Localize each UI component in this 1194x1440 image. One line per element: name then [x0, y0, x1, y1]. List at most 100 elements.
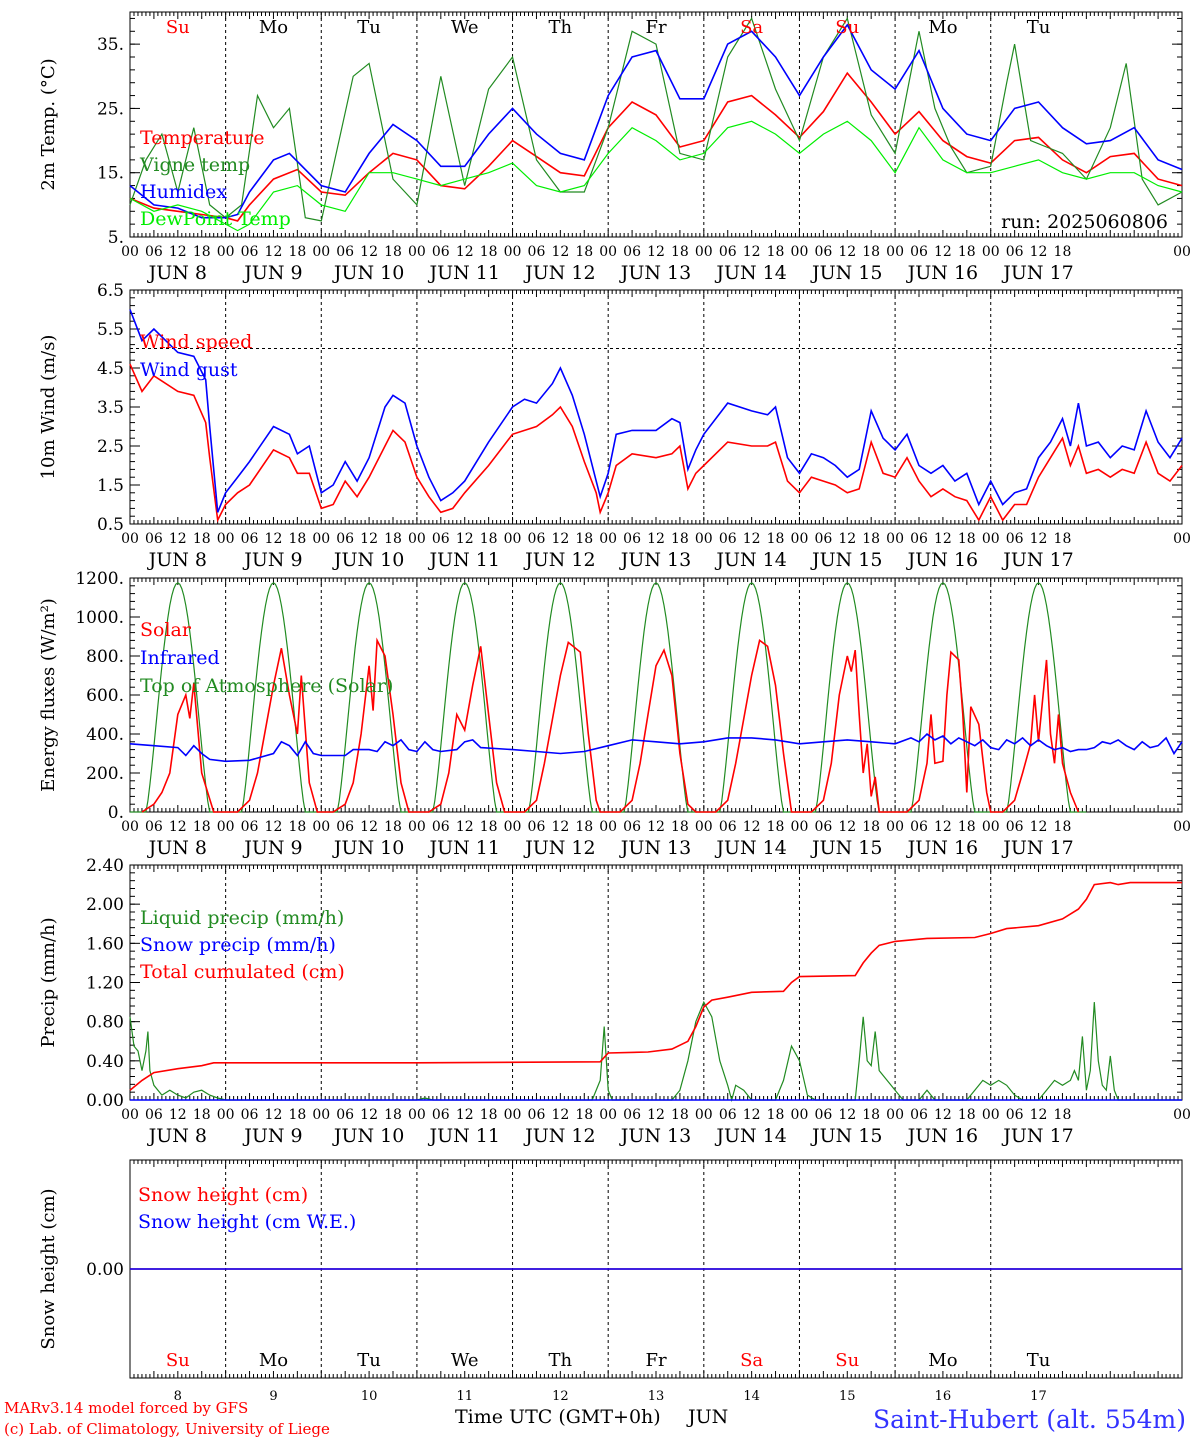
hour-label: 12 — [647, 531, 665, 547]
hour-label: 06 — [432, 244, 450, 260]
legend-entry: Infrared — [140, 647, 220, 669]
hour-label: 00 — [504, 819, 522, 835]
hour-label: 18 — [862, 1107, 880, 1123]
hour-label: 06 — [814, 1107, 832, 1123]
day-of-week-label: Tu — [1027, 1350, 1051, 1371]
hour-label: 00 — [217, 1107, 235, 1123]
legend-entry: Humidex — [140, 181, 227, 203]
y-tick-label: 1000. — [75, 608, 124, 628]
date-number-label: 17 — [1030, 1389, 1047, 1404]
hour-label: 12 — [743, 819, 761, 835]
day-of-week-label: We — [451, 1350, 479, 1371]
hour-label: 12 — [551, 1107, 569, 1123]
series-temperature — [129, 71, 1183, 222]
legend-entry: Snow precip (mm/h) — [140, 934, 336, 956]
hour-label: 00 — [121, 1107, 139, 1123]
hour-label: 18 — [480, 819, 498, 835]
hour-label: 00 — [217, 819, 235, 835]
hour-label: 06 — [623, 244, 641, 260]
hour-label: 00 — [791, 531, 809, 547]
hour-label: 12 — [169, 1107, 187, 1123]
date-label: JUN 8 — [147, 549, 207, 571]
hour-label: 18 — [193, 531, 211, 547]
date-number-label: 9 — [269, 1389, 277, 1404]
hour-label: 06 — [145, 244, 163, 260]
hour-label: 00 — [886, 244, 904, 260]
hour-label: 18 — [671, 819, 689, 835]
date-label: JUN 17 — [1001, 549, 1073, 571]
hour-label: 00 — [695, 1107, 713, 1123]
hour-label: 00 — [217, 244, 235, 260]
panel-wind: 0.5 1.5 2.5 3.5 4.5 5.5 6.5 10m Wind (m/s) Wind … — [38, 281, 1191, 571]
hour-label: 00 — [695, 819, 713, 835]
date-label: JUN 16 — [906, 1125, 978, 1147]
hour-label: 12 — [265, 531, 283, 547]
date-label: JUN 11 — [427, 1125, 499, 1147]
hour-label: 00 — [312, 531, 330, 547]
hour-label: 00 — [408, 531, 426, 547]
hour-label: 00 — [312, 1107, 330, 1123]
hour-label: 12 — [551, 819, 569, 835]
date-label: JUN 9 — [242, 1125, 302, 1147]
hour-label: 06 — [145, 1107, 163, 1123]
day-of-week-label: Mo — [928, 1350, 957, 1371]
y-tick-label: 1.5 — [97, 476, 124, 496]
hour-label: 12 — [169, 819, 187, 835]
hour-label: 00 — [1173, 819, 1191, 835]
hour-label: 18 — [384, 244, 402, 260]
date-label: JUN 12 — [523, 1125, 595, 1147]
hour-label: 12 — [838, 1107, 856, 1123]
hour-label: 00 — [982, 531, 1000, 547]
hour-label: 00 — [121, 819, 139, 835]
hour-label: 18 — [384, 531, 402, 547]
day-of-week-label: Th — [549, 17, 573, 38]
series-vigne-temp — [129, 16, 1183, 222]
hour-label: 06 — [719, 531, 737, 547]
day-of-week-label: We — [451, 17, 479, 38]
hour-label: 18 — [958, 531, 976, 547]
hour-label: 06 — [719, 819, 737, 835]
date-label: JUN 10 — [332, 1125, 404, 1147]
series-liquid-precip-mm-h- — [129, 1000, 1182, 1103]
date-number-label: 15 — [839, 1389, 856, 1404]
hour-label: 06 — [719, 1107, 737, 1123]
legend-entry: Solar — [140, 619, 192, 641]
hour-label: 06 — [336, 1107, 354, 1123]
hour-label: 06 — [814, 531, 832, 547]
hour-label: 18 — [575, 244, 593, 260]
hour-label: 06 — [145, 819, 163, 835]
hour-label: 06 — [432, 1107, 450, 1123]
date-label: JUN 13 — [619, 837, 691, 859]
date-number-label: 13 — [648, 1389, 665, 1404]
day-of-week-label: Mo — [928, 17, 957, 38]
date-label: JUN 16 — [906, 549, 978, 571]
hour-label: 00 — [1173, 531, 1191, 547]
hour-label: 00 — [504, 244, 522, 260]
day-of-week-label: Su — [166, 1350, 190, 1371]
date-label: JUN 8 — [147, 1125, 207, 1147]
y-tick-label: 0.00 — [86, 1260, 124, 1280]
hour-label: 06 — [1006, 531, 1024, 547]
hour-label: 06 — [910, 244, 928, 260]
hour-label: 00 — [886, 819, 904, 835]
hour-label: 18 — [767, 244, 785, 260]
y-tick-label: 0. — [108, 803, 124, 823]
hour-label: 18 — [193, 819, 211, 835]
legend-entry: DewPoint Temp — [140, 208, 291, 230]
hour-label: 12 — [934, 819, 952, 835]
hour-label: 06 — [910, 531, 928, 547]
hour-label: 00 — [791, 244, 809, 260]
legend-entry: Snow height (cm) — [138, 1184, 308, 1206]
legend-entry: Vigne temp — [139, 154, 250, 176]
hour-label: 00 — [599, 819, 617, 835]
day-of-week-label: Su — [835, 1350, 859, 1371]
hour-label: 06 — [528, 1107, 546, 1123]
hour-label: 12 — [934, 1107, 952, 1123]
y-tick-label: 1.20 — [86, 974, 124, 994]
date-number-label: 12 — [552, 1389, 569, 1404]
hour-label: 06 — [910, 1107, 928, 1123]
series-wind-gust — [129, 309, 1183, 513]
day-of-week-label: Fr — [645, 17, 666, 38]
date-number-label: 16 — [935, 1389, 952, 1404]
date-label: JUN 14 — [714, 1125, 786, 1147]
